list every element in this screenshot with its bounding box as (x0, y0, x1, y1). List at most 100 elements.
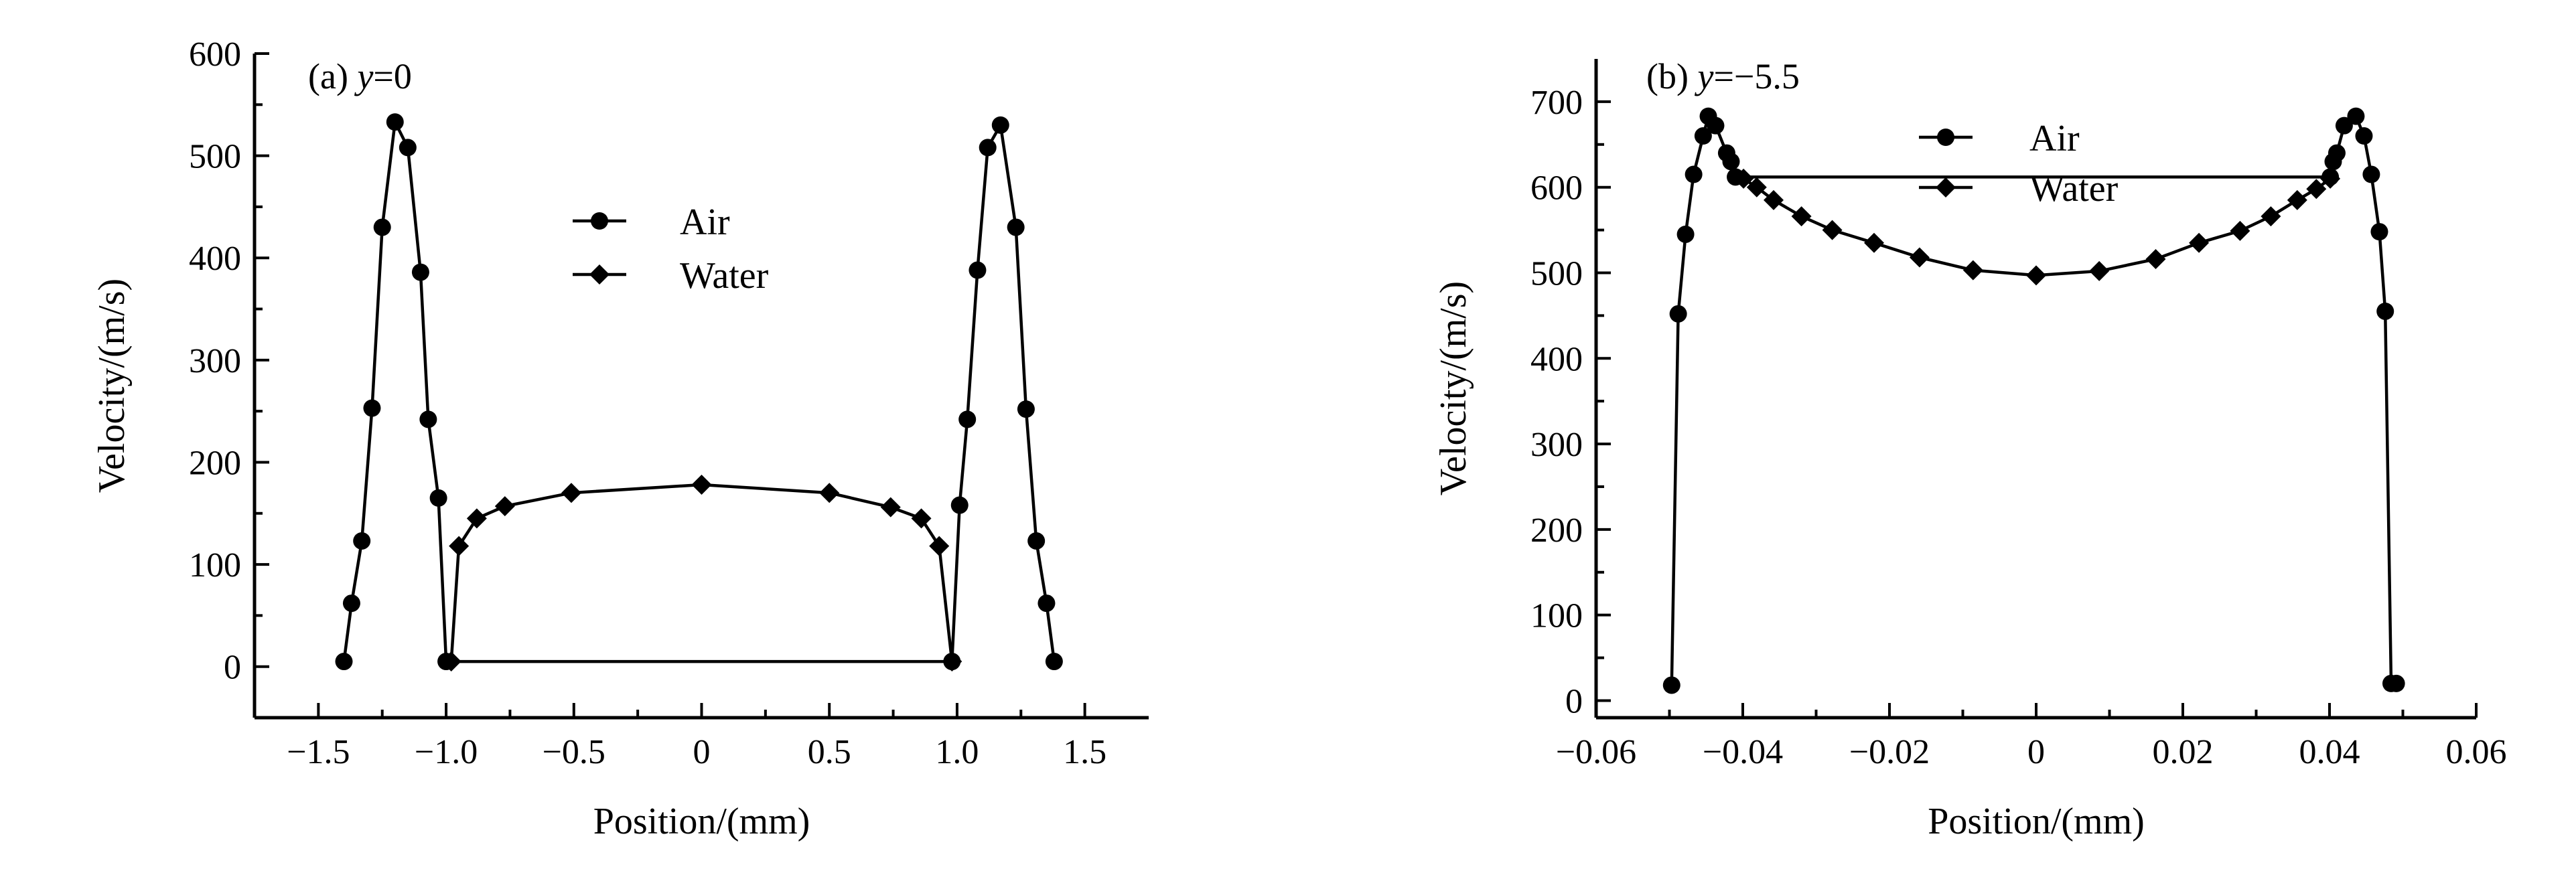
legend-label-water: Water (680, 255, 769, 297)
air-point (1662, 676, 1680, 694)
water-point (2189, 232, 2210, 253)
x-tick-label: 0.06 (2446, 733, 2507, 771)
x-tick-label: −0.06 (1556, 733, 1636, 771)
y-axis-title: Velocity/(m/s) (91, 279, 133, 493)
chart-panel-b: −0.06 −0.04 −0.02 0 0.02 0.04 0.06 0 100 200 300 40… (1433, 56, 2507, 842)
air-point (1669, 305, 1687, 323)
y-tick-label: 100 (189, 546, 241, 584)
air-point (2328, 144, 2346, 162)
y-tick-label: 500 (1530, 254, 1583, 293)
water-point (1822, 220, 1843, 240)
water-point (691, 475, 712, 495)
air-point (1027, 532, 1046, 550)
x-tick-label: 0.02 (2153, 733, 2214, 771)
air-point (2370, 223, 2388, 241)
legend-marker-air (591, 212, 608, 230)
x-axis-ticks: −0.06 −0.04 −0.02 0 0.02 0.04 0.06 (1556, 703, 2507, 771)
x-axis-title: Position/(mm) (1928, 801, 2145, 842)
y-axis-title: Velocity/(m/s) (1433, 281, 1474, 495)
y-tick-label: 300 (189, 342, 241, 380)
panel-label-variable: y (1694, 56, 1713, 96)
y-tick-label: 500 (189, 138, 241, 176)
x-tick-label: −0.02 (1849, 733, 1930, 771)
legend-marker-water (1936, 177, 1956, 197)
legend: Air Water (573, 202, 769, 297)
water-point (819, 483, 840, 503)
air-point (1017, 400, 1035, 418)
air-point (2355, 127, 2373, 145)
x-tick-label: 0 (2027, 733, 2045, 771)
air-point (1037, 594, 1056, 613)
x-tick-label: −0.04 (1703, 733, 1783, 771)
series-line-air (342, 121, 1056, 663)
air-point (429, 489, 447, 507)
water-point (449, 536, 470, 556)
panel-label-suffix: =0 (373, 56, 411, 96)
panel-label-prefix: (a) (308, 56, 357, 96)
air-point (1722, 153, 1740, 171)
air-point (386, 113, 404, 131)
air-point (950, 496, 969, 514)
air-point (2347, 107, 2365, 125)
water-point (441, 651, 461, 672)
air-point (2362, 165, 2380, 183)
air-point (399, 139, 417, 157)
water-point (1791, 206, 1812, 227)
y-tick-label: 200 (1530, 511, 1583, 550)
air-point (958, 410, 977, 428)
air-point (353, 532, 371, 550)
legend-marker-air (1937, 129, 1954, 146)
series-water (441, 475, 962, 672)
air-point (1676, 225, 1695, 243)
water-point (466, 508, 487, 529)
air-point (1694, 127, 1712, 145)
water-point (880, 497, 901, 518)
air-point (969, 261, 987, 279)
air-point (373, 218, 391, 236)
series-water (1733, 168, 2341, 286)
series-air (335, 113, 1063, 671)
y-tick-label: 700 (1530, 84, 1583, 122)
air-point (2376, 302, 2394, 320)
panel-label-suffix: =−5.5 (1713, 56, 1799, 96)
panel-label: (a) y=0 (308, 56, 412, 96)
x-tick-label: 0 (693, 733, 711, 771)
legend: Air Water (1919, 118, 2119, 210)
water-point (2145, 249, 2166, 270)
water-point (942, 651, 962, 672)
y-tick-label: 600 (1530, 169, 1583, 208)
air-point (335, 653, 353, 671)
water-point (2026, 265, 2046, 286)
x-tick-label: 0.5 (808, 733, 851, 771)
air-point (342, 594, 360, 613)
x-tick-label: 0.04 (2299, 733, 2360, 771)
water-point (911, 508, 932, 529)
y-axis-ticks: 0 100 200 300 400 500 600 700 (1530, 84, 1611, 720)
air-point (1045, 653, 1063, 671)
water-point (1864, 232, 1885, 253)
water-point (929, 536, 950, 556)
x-tick-label: −1.5 (287, 733, 350, 771)
x-tick-label: 1.0 (935, 733, 979, 771)
x-axis-title: Position/(mm) (593, 801, 810, 842)
air-point (363, 399, 381, 417)
panel-label-variable: y (354, 56, 373, 96)
water-point (2230, 220, 2250, 241)
panel-label-prefix: (b) (1646, 56, 1697, 96)
air-point (1707, 116, 1725, 135)
air-point (1007, 218, 1025, 236)
x-tick-label: −0.5 (543, 733, 605, 771)
legend-label-water: Water (2029, 168, 2119, 210)
legend-label-air: Air (680, 202, 730, 243)
y-tick-label: 200 (189, 444, 241, 482)
y-tick-label: 400 (189, 240, 241, 278)
air-point (419, 410, 437, 428)
air-point (2387, 674, 2405, 692)
water-point (2320, 168, 2341, 189)
x-tick-label: −1.0 (415, 733, 478, 771)
water-point (2306, 179, 2327, 200)
y-tick-label: 300 (1530, 426, 1583, 464)
series-line-water (449, 483, 954, 662)
